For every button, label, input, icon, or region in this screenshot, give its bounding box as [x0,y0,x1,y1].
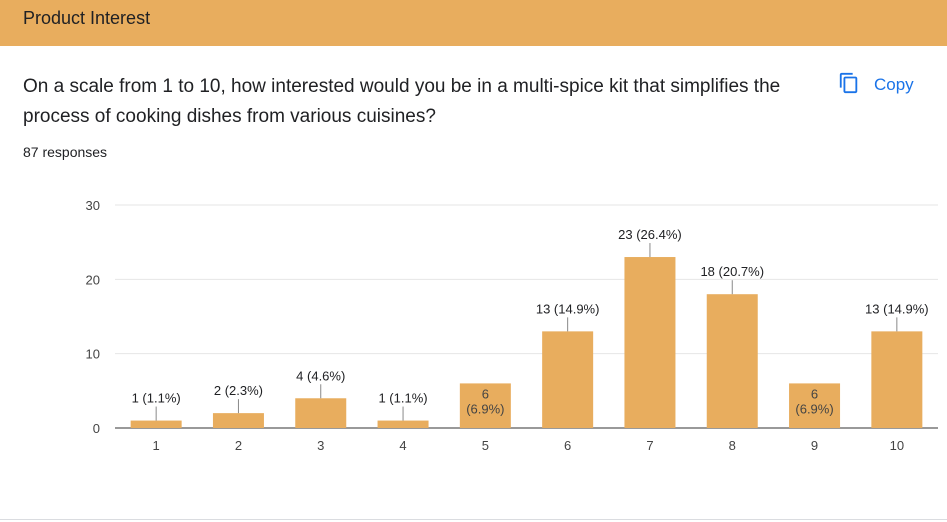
bar [624,257,676,428]
y-tick-label: 30 [86,198,100,213]
y-tick-label: 20 [86,272,100,287]
bar [130,420,182,428]
x-tick-label: 10 [890,438,904,453]
copy-button[interactable]: Copy [838,72,914,98]
data-label: 23 (26.4%) [618,227,682,242]
bar [706,294,758,428]
x-tick-label: 7 [646,438,653,453]
bar [212,413,264,428]
data-label: 6 [811,386,818,401]
copy-icon [838,72,860,99]
copy-label: Copy [874,75,914,94]
bar-chart: 0 10 20 30 1 1 (1.1%) 2 2 (2.3%) 3 4 (4.6%) 4 1 (1.… [86,198,938,453]
bar [459,383,511,428]
x-tick-label: 9 [811,438,818,453]
data-label: 13 (14.9%) [536,301,600,316]
x-tick-label: 1 [153,438,160,453]
data-label: 1 (1.1%) [132,391,181,406]
bar [377,420,429,428]
x-tick-label: 5 [482,438,489,453]
x-tick-label: 4 [399,438,406,453]
x-tick-label: 2 [235,438,242,453]
section-title: Product Interest [23,8,151,28]
x-tick-label: 6 [564,438,571,453]
section-header: Product Interest [0,0,947,46]
data-label: (6.9%) [795,401,833,416]
bar [871,331,923,428]
y-tick-label: 0 [93,421,100,436]
bar [542,331,594,428]
x-tick-label: 8 [729,438,736,453]
divider [0,519,947,520]
data-label: 1 (1.1%) [378,391,427,406]
data-label: 2 (2.3%) [214,383,263,398]
bar [789,383,841,428]
question-text: On a scale from 1 to 10, how interested … [23,76,781,127]
data-label: 4 (4.6%) [296,368,345,383]
x-tick-label: 3 [317,438,324,453]
data-label: 18 (20.7%) [700,264,764,279]
data-label: (6.9%) [466,401,504,416]
data-label: 13 (14.9%) [865,301,929,316]
response-count: 87 responses [23,144,108,160]
y-tick-label: 10 [86,347,100,362]
bar [295,398,347,428]
data-label: 6 [482,386,489,401]
